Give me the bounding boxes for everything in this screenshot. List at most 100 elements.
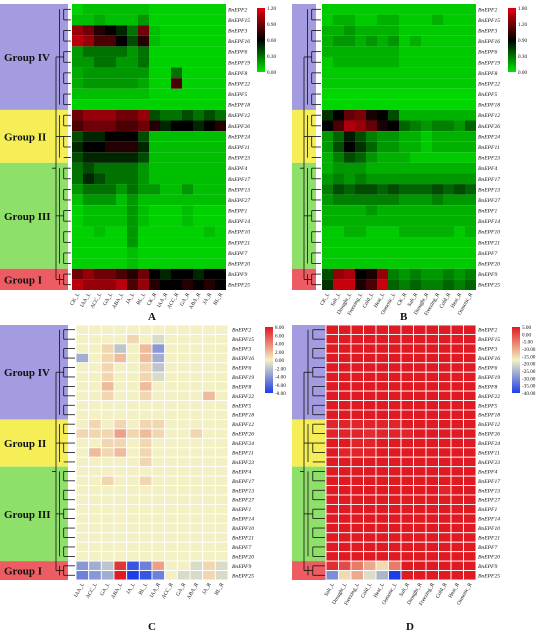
panel-letter: B xyxy=(400,311,408,323)
heatmap-cell xyxy=(388,14,399,26)
heatmap-cell xyxy=(377,173,388,185)
heatmap-cell xyxy=(413,456,427,468)
heatmap-cell xyxy=(127,88,138,100)
heatmap-cell xyxy=(366,4,377,15)
heatmap-cell xyxy=(202,494,216,505)
heatmap-cell xyxy=(126,428,140,439)
heatmap-cell xyxy=(151,475,166,486)
heatmap-cell xyxy=(138,56,149,68)
heatmap-cell xyxy=(333,78,344,89)
heatmap-cell xyxy=(388,67,399,79)
heatmap-cell xyxy=(116,56,127,68)
heatmap-cell xyxy=(438,541,452,553)
heatmap-cell xyxy=(164,522,178,534)
heatmap-cell xyxy=(126,551,140,562)
heatmap-cell xyxy=(450,343,464,354)
heatmap-cell xyxy=(189,551,204,562)
heatmap-cell xyxy=(113,390,128,401)
heatmap-cell xyxy=(325,503,339,515)
heatmap-cell xyxy=(421,173,432,185)
heatmap-cell xyxy=(164,333,178,345)
heatmap-cell xyxy=(149,162,160,174)
column-label: ACC_R xyxy=(161,582,175,600)
heatmap-cell xyxy=(182,152,193,163)
heatmap-cell xyxy=(443,268,454,280)
heatmap-cell xyxy=(113,409,128,420)
heatmap-cell xyxy=(322,247,333,259)
heatmap-cell xyxy=(338,400,352,411)
heatmap-cell xyxy=(400,352,414,364)
heatmap-cell xyxy=(410,258,421,269)
heatmap-cell xyxy=(432,78,443,89)
heatmap-cell xyxy=(94,247,105,259)
heatmap-cell xyxy=(182,67,193,79)
heatmap-cell xyxy=(400,475,414,486)
heatmap-cell xyxy=(463,466,477,477)
heatmap-cell xyxy=(215,226,226,238)
legend-tick-label: 0.00 xyxy=(275,358,284,364)
heatmap-cell xyxy=(171,88,182,100)
heatmap-cell xyxy=(113,400,128,411)
heatmap-cell xyxy=(138,78,149,89)
heatmap-cell xyxy=(399,88,410,100)
heatmap-cell xyxy=(202,400,216,411)
heatmap-cell xyxy=(363,503,377,515)
heatmap-cell xyxy=(116,120,127,132)
heatmap-cell xyxy=(88,447,102,458)
heatmap-cell xyxy=(432,215,443,227)
heatmap-cell xyxy=(363,541,377,553)
heatmap-cell xyxy=(215,131,226,142)
heatmap-cell xyxy=(94,131,105,142)
heatmap-cell xyxy=(138,152,149,163)
heatmap-cell xyxy=(432,4,443,15)
heatmap-cell xyxy=(413,390,427,401)
heatmap-cell xyxy=(204,215,215,227)
heatmap-cell xyxy=(149,131,160,142)
heatmap-cell xyxy=(88,466,102,477)
gene-label: BnEPF3 xyxy=(232,347,251,353)
heatmap-cell xyxy=(182,78,193,89)
heatmap-cell xyxy=(350,428,364,439)
heatmap-cell xyxy=(202,466,216,477)
legend-tick-label: 5.00 xyxy=(522,325,531,331)
gene-label: BnEPF15 xyxy=(232,337,254,343)
heatmap-cell xyxy=(375,456,389,468)
column-label: ABA_L xyxy=(110,582,124,600)
heatmap-cell xyxy=(189,437,204,449)
heatmap-cell xyxy=(138,513,153,524)
heatmap-cell xyxy=(410,46,421,57)
heatmap-cell xyxy=(105,205,116,216)
legend-tick-label: 0.00 xyxy=(522,332,531,338)
heatmap-cell xyxy=(366,131,377,142)
heatmap-cell xyxy=(127,173,138,185)
heatmap-cell xyxy=(410,268,421,280)
heatmap-cell xyxy=(375,570,389,581)
heatmap-cell xyxy=(465,25,476,36)
heatmap-cell xyxy=(454,173,465,185)
heatmap-cell xyxy=(100,352,115,364)
heatmap-cell xyxy=(465,268,476,280)
heatmap-cell xyxy=(432,131,443,142)
heatmap-cell xyxy=(193,88,204,100)
heatmap-cell xyxy=(164,343,178,354)
gene-label: BnEPF21 xyxy=(228,240,250,246)
heatmap-cell xyxy=(214,466,229,477)
heatmap-cell xyxy=(113,428,128,439)
heatmap-cell xyxy=(171,226,182,238)
heatmap-cell xyxy=(94,205,105,216)
heatmap-cell xyxy=(83,56,94,68)
heatmap-cell xyxy=(375,551,389,562)
heatmap-cell xyxy=(88,541,102,553)
heatmap-cell xyxy=(149,215,160,227)
heatmap-cell xyxy=(116,141,127,153)
heatmap-cell xyxy=(138,381,153,392)
heatmap-cell xyxy=(204,258,215,269)
heatmap-cell xyxy=(322,279,333,290)
heatmap-cell xyxy=(388,226,399,238)
heatmap-cell xyxy=(100,437,115,449)
column-label: JA_L xyxy=(125,292,136,305)
gene-label: BnEPF16 xyxy=(478,39,500,45)
heatmap-cell xyxy=(171,4,182,15)
heatmap-cell xyxy=(127,237,138,248)
heatmap-cell xyxy=(138,14,149,26)
